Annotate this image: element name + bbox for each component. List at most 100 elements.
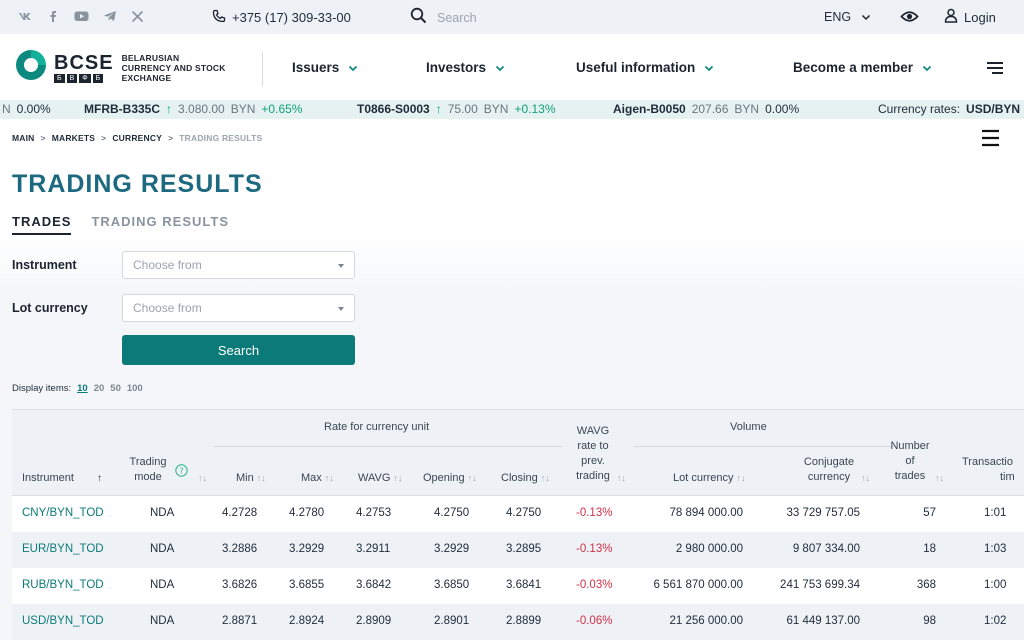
cell-mode: NDA xyxy=(150,579,175,591)
logo-letter: В xyxy=(66,73,78,83)
col-min[interactable]: Min ↑↓ xyxy=(236,471,266,486)
bcse-logo[interactable]: BCSE Б В Ф Б BELARUSIAN CURRENCY AND STO… xyxy=(14,48,226,87)
sort-icon[interactable]: ↑↓ xyxy=(393,473,403,483)
phone-number: +375 (17) 309-33-00 xyxy=(232,10,351,25)
instrument-select[interactable]: Choose from xyxy=(122,251,355,279)
tab-trades[interactable]: TRADES xyxy=(12,214,72,235)
search-button[interactable]: Search xyxy=(122,335,355,365)
nav-investors[interactable]: Investors xyxy=(426,60,505,75)
display-option-50[interactable]: 50 xyxy=(110,383,121,394)
breadcrumb-separator: > xyxy=(168,133,174,143)
col-conjugate[interactable]: Conjugate currency xyxy=(800,455,858,485)
col-max[interactable]: Max ↑↓ xyxy=(301,471,334,486)
sort-icon[interactable]: ↑↓ xyxy=(324,473,334,483)
logo-letter: Б xyxy=(92,73,104,83)
logo-letter: Б xyxy=(54,73,65,83)
display-option-100[interactable]: 100 xyxy=(126,383,143,394)
login-button[interactable]: Login xyxy=(944,8,996,26)
breadcrumb-item[interactable]: MARKETS xyxy=(51,133,96,143)
group-divider xyxy=(634,446,894,447)
display-option-10[interactable]: 10 xyxy=(77,383,88,394)
menu-icon[interactable] xyxy=(986,61,1004,80)
sort-icon[interactable]: ↑↓ xyxy=(861,473,870,483)
breadcrumb-item[interactable]: MAIN xyxy=(12,133,35,143)
phone-link[interactable]: +375 (17) 309-33-00 xyxy=(212,9,351,26)
language-select[interactable]: ENG xyxy=(824,10,871,24)
col-instrument[interactable]: Instrument ↑ xyxy=(22,471,102,486)
telegram-icon[interactable] xyxy=(103,9,117,23)
ticker-item[interactable]: T0866-S0003 ↑ 75.00 BYN +0.13% xyxy=(357,102,556,116)
instrument-label: Instrument xyxy=(12,258,77,272)
trades-table: Rate for currency unit Volume Instrument… xyxy=(12,409,1024,640)
instrument-link[interactable]: RUB/BYN_TOD xyxy=(22,579,104,591)
sort-icon[interactable]: ↑↓ xyxy=(935,473,944,483)
cell-conjugate: 241 753 699.34 xyxy=(780,579,860,591)
nav-issuers[interactable]: Issuers xyxy=(292,60,358,75)
sort-icon[interactable]: ↑↓ xyxy=(198,473,207,483)
vk-icon[interactable] xyxy=(18,9,32,23)
ticker-currency: BYN xyxy=(734,102,760,116)
col-lot-currency[interactable]: Lot currency ↑↓ xyxy=(673,471,746,486)
cell-time: 1:01 xyxy=(984,507,1007,519)
cell-min: 3.2886 xyxy=(222,543,258,555)
breadcrumb-item[interactable]: CURRENCY xyxy=(112,133,163,143)
col-number-trades[interactable]: Number of trades xyxy=(886,439,934,484)
ticker-item[interactable]: MFRB-B335C ↑ 3.080.00 BYN +0.65% xyxy=(84,102,302,116)
col-trading-mode[interactable]: Trading mode xyxy=(124,455,172,485)
lot-currency-placeholder: Choose from xyxy=(133,301,202,315)
logo-wordmark: BCSE Б В Ф Б xyxy=(54,53,114,83)
cell-trades: 368 xyxy=(916,579,936,591)
cell-lot: 6 561 870 000.00 xyxy=(653,579,743,591)
nav-useful-information[interactable]: Useful information xyxy=(576,60,714,75)
group-header-rate: Rate for currency unit xyxy=(324,421,430,433)
instrument-link[interactable]: EUR/BYN_TOD xyxy=(22,543,104,555)
section-menu-icon[interactable] xyxy=(982,129,999,152)
col-label: Min xyxy=(236,472,254,484)
caret-down-icon xyxy=(338,307,344,311)
cell-opening: 3.2929 xyxy=(434,543,470,555)
sort-up-icon[interactable]: ↑ xyxy=(97,473,103,484)
sort-icon[interactable]: ↑↓ xyxy=(256,473,266,483)
sort-icon[interactable]: ↑↓ xyxy=(540,473,550,483)
display-option-20[interactable]: 20 xyxy=(93,383,105,394)
accessibility-eye-icon[interactable] xyxy=(900,8,919,30)
tab-trading-results[interactable]: TRADING RESULTS xyxy=(91,214,229,229)
col-opening[interactable]: Opening ↑↓ xyxy=(423,471,477,486)
col-label: WAVG xyxy=(576,425,610,437)
col-transaction-time[interactable]: Transactio tim xyxy=(962,455,1024,485)
nav-label: Issuers xyxy=(292,60,340,75)
site-search xyxy=(410,7,637,29)
cell-conjugate: 33 729 757.05 xyxy=(786,507,860,519)
cell-change: -0.13% xyxy=(576,543,613,555)
col-wavg-prev[interactable]: WAVG rate to prev. trading xyxy=(568,424,618,484)
col-wavg[interactable]: WAVG ↑↓ xyxy=(358,471,402,486)
cell-time: 1:02 xyxy=(984,615,1007,627)
facebook-icon[interactable] xyxy=(46,9,60,23)
col-label: Closing xyxy=(501,472,538,484)
sort-icon[interactable]: ↑↓ xyxy=(467,473,477,483)
chevron-down-icon xyxy=(861,10,871,24)
instrument-link[interactable]: CNY/BYN_TOD xyxy=(22,507,104,519)
table-header: Rate for currency unit Volume Instrument… xyxy=(12,409,1024,496)
cell-mode: NDA xyxy=(150,507,175,519)
instrument-link[interactable]: USD/BYN_TOD xyxy=(22,615,104,627)
sort-icon[interactable]: ↑↓ xyxy=(736,473,746,483)
nav-label: Useful information xyxy=(576,60,696,75)
col-label: Instrument xyxy=(22,472,74,484)
x-icon[interactable] xyxy=(131,10,144,23)
cell-wavg: 3.6842 xyxy=(356,579,392,591)
search-input[interactable] xyxy=(437,11,637,25)
nav-become-member[interactable]: Become a member xyxy=(793,60,932,75)
sort-icon[interactable]: ↑↓ xyxy=(617,473,626,483)
lot-currency-select[interactable]: Choose from xyxy=(122,294,355,322)
cell-time: 1:03 xyxy=(984,543,1007,555)
col-closing[interactable]: Closing ↑↓ xyxy=(501,471,550,486)
youtube-icon[interactable] xyxy=(74,9,89,23)
rates-pair[interactable]: USD/BYN xyxy=(966,102,1021,116)
help-icon[interactable]: ? xyxy=(175,464,188,482)
logo-line: EXCHANGE xyxy=(121,72,172,83)
search-icon[interactable] xyxy=(410,7,427,29)
ticker-item[interactable]: Aigen-B0050 207.66 BYN 0.00% xyxy=(613,102,799,116)
cell-min: 3.6826 xyxy=(222,579,258,591)
cell-wavg: 4.2753 xyxy=(356,507,392,519)
